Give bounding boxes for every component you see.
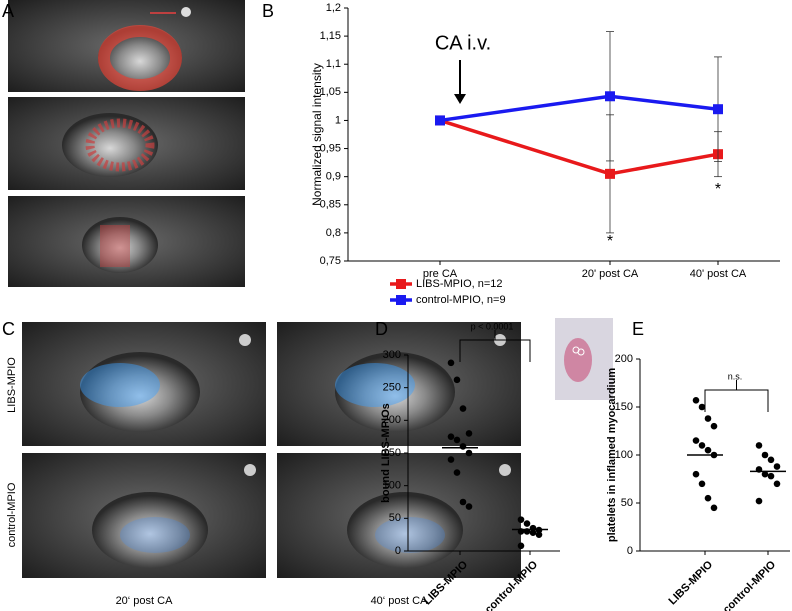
annotation: * [715,181,721,198]
panel-a-images [8,0,245,287]
annotation: n.s. [728,371,743,381]
point [698,403,706,411]
point [517,542,525,550]
point [605,91,615,102]
panel-label: D [375,319,388,339]
y-tick-label: 1,15 [320,30,341,42]
y-tick-label: 100 [383,480,401,492]
panel-label: B [262,1,274,21]
panel-c-images [22,322,521,578]
y-tick-label: 0,9 [326,171,341,183]
point [517,516,525,523]
point [465,449,473,457]
y-axis-label: Normalized signal intensity [310,63,324,206]
point [447,359,455,367]
point [755,442,763,449]
y-tick-label: 1 [335,114,341,126]
point [435,115,445,126]
y-tick-label: 50 [621,497,633,509]
point [692,396,700,404]
panel-d-inset [555,318,613,400]
point [465,430,473,437]
annotation: * [607,233,613,250]
point [453,469,461,476]
x-tick-label: pre CA [423,268,458,280]
point [767,472,775,480]
annotation: p < 0.0001 [471,321,514,331]
point [453,376,461,384]
point [459,405,467,412]
y-tick-label: 1,2 [326,2,341,14]
point [459,443,467,450]
series-line [439,94,719,123]
point [704,415,712,422]
column-label: 40‘ post CA [371,595,429,607]
point [767,456,775,464]
point [710,422,718,430]
point [710,504,718,512]
panel-label: C [2,319,15,339]
y-tick-label: 1,1 [326,58,341,70]
y-tick-label: 50 [389,512,401,524]
point [698,442,706,449]
point [713,104,723,115]
y-tick-label: 150 [615,401,633,413]
y-tick-label: 0,75 [320,255,341,267]
panel-label: E [632,319,644,339]
significance-bracket [704,380,769,412]
arrow-head [454,94,466,104]
y-tick-label: 250 [383,382,401,394]
y-tick-label: 0,85 [320,199,341,211]
panel-label: A [2,1,14,21]
y-tick-label: 200 [615,353,633,365]
legend-marker [396,295,406,305]
y-axis-label: platelets in inflamed myocardium [606,368,618,542]
y-tick-label: 0 [627,545,633,557]
x-tick-label: 20' post CA [582,268,639,280]
y-tick-label: 0,95 [320,142,341,154]
series-line [439,118,719,176]
point [453,436,461,444]
point [761,451,769,459]
legend-label: control-MPIO, n=9 [416,294,506,306]
point [704,446,712,454]
y-tick-label: 0 [395,545,401,557]
y-tick-label: 300 [383,349,401,361]
y-axis-label: bound LIBS-MPIOs [380,403,392,503]
point [447,456,455,463]
x-tick-label: LIBS-MPIO [666,558,715,607]
row-label: control-MPIO [6,482,18,547]
annotation: CA i.v. [435,32,491,54]
point [773,480,781,488]
legend-label: LIBS-MPIO, n=12 [416,278,503,290]
x-tick-label: control-MPIO [721,558,779,611]
point [605,168,615,179]
point [755,497,763,505]
point [535,531,543,538]
point [692,437,700,444]
row-label: LIBS-MPIO [6,357,18,413]
point [773,463,781,470]
y-tick-label: 1,05 [320,86,341,98]
legend-marker [396,279,406,289]
point [465,503,473,510]
point [447,433,455,440]
point [698,480,706,488]
significance-bracket [459,330,531,362]
column-label: 20‘ post CA [116,595,174,607]
y-tick-label: 200 [383,414,401,426]
point [459,498,467,506]
point [761,470,769,478]
point [692,470,700,478]
point [529,529,537,537]
point [704,494,712,502]
point [523,520,531,527]
x-tick-label: 40' post CA [690,268,747,280]
y-tick-label: 150 [383,447,401,459]
y-tick-label: 0,8 [326,227,341,239]
y-tick-label: 100 [615,449,633,461]
